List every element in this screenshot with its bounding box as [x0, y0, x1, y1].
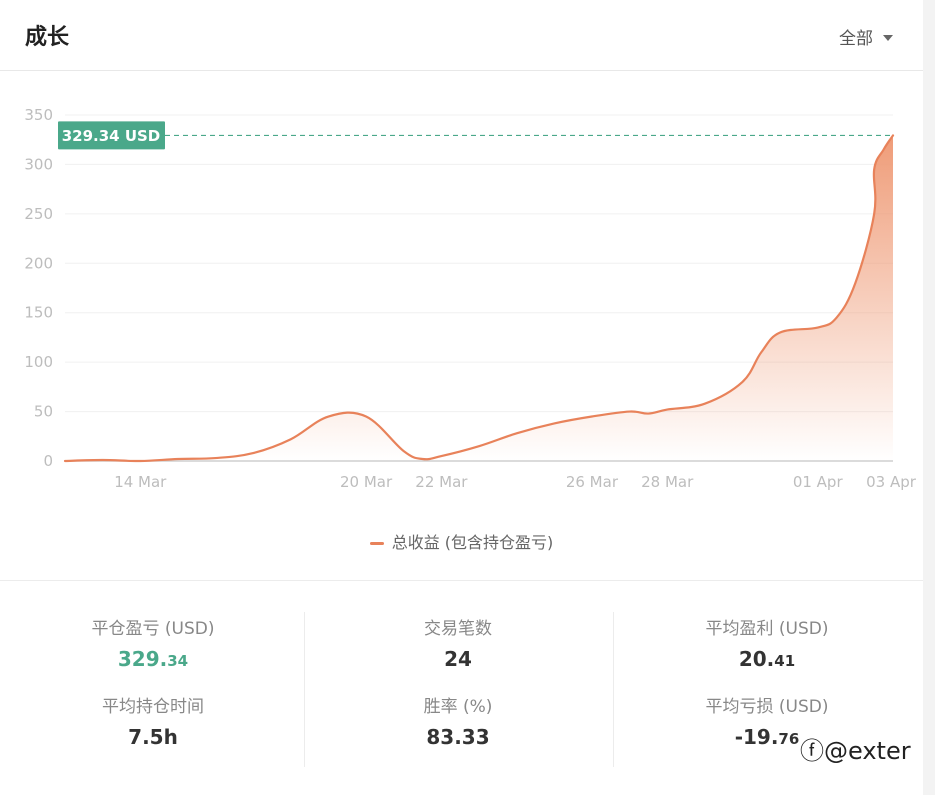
filter-label: 全部 — [839, 29, 873, 49]
stat-avg-hold: 平均持仓时间 7.5h — [0, 692, 306, 749]
y-tick-label: 300 — [24, 155, 53, 173]
y-tick-label: 0 — [43, 452, 53, 470]
page-title: 成长 — [25, 25, 70, 50]
x-axis: 14 Mar 20 Mar 22 Mar 26 Mar 28 Mar 01 Apr 03 A… — [114, 473, 917, 491]
stat-value-int: 20. — [738, 647, 775, 671]
stat-value-int: 329. — [117, 647, 168, 671]
series-area — [65, 135, 893, 462]
chart-legend[interactable]: 总收益 (包含持仓盈亏) — [0, 529, 923, 553]
x-tick-label: 28 Mar — [641, 473, 694, 491]
stats-column-3: 平均盈利 (USD) 20.41 平均亏损 (USD) -19.76 — [613, 612, 920, 767]
y-tick-label: 250 — [24, 205, 53, 223]
stat-label: 平均盈利 (USD) — [705, 619, 829, 639]
stat-value: 7.5h — [128, 725, 178, 749]
stat-label: 胜率 (%) — [423, 697, 493, 717]
legend-label: 总收益 (包含持仓盈亏) — [391, 533, 554, 552]
stat-value: 20.41 — [614, 647, 920, 671]
x-tick-label: 01 Apr — [793, 473, 844, 491]
y-axis: 0 50 100 150 200 250 300 350 — [24, 106, 53, 470]
stat-win-rate: 胜率 (%) 83.33 — [305, 692, 611, 749]
stat-label: 平均持仓时间 — [102, 697, 204, 717]
series-line — [63, 134, 895, 463]
divider — [0, 580, 923, 581]
y-tick-label: 50 — [34, 403, 53, 421]
stat-value-dec: 34 — [167, 652, 189, 670]
y-tick-label: 200 — [24, 254, 53, 272]
scrollbar[interactable] — [923, 0, 935, 795]
watermark-icon: ⓕ — [800, 737, 824, 765]
stat-label: 交易笔数 — [424, 619, 492, 639]
stats-column-2: 交易笔数 24 胜率 (%) 83.33 — [304, 612, 611, 767]
x-tick-label: 20 Mar — [340, 473, 393, 491]
watermark-text: @exter — [824, 737, 911, 765]
legend-swatch — [369, 542, 384, 545]
stat-value: 83.33 — [426, 725, 490, 749]
x-tick-label: 14 Mar — [114, 473, 167, 491]
last-value-label: 329.34 USD — [62, 127, 161, 145]
stat-value-int: -19. — [734, 725, 779, 749]
filter-dropdown[interactable]: 全部 — [839, 24, 893, 49]
panel-header: 成长 全部 — [0, 0, 923, 71]
caret-down-icon — [883, 34, 893, 41]
stat-value: 329.34 — [0, 647, 306, 671]
y-tick-label: 150 — [24, 304, 53, 322]
stat-trades: 交易笔数 24 — [305, 614, 611, 671]
last-value-tag: 329.34 USD — [58, 121, 165, 150]
x-tick-label: 26 Mar — [566, 473, 619, 491]
stat-value: -19.76 — [614, 725, 920, 749]
growth-chart: 0 50 100 150 200 250 300 350 14 Mar 20 Mar 22 Mar… — [24, 106, 917, 491]
stat-value-dec: 41 — [774, 652, 796, 670]
stat-avg-loss: 平均亏损 (USD) -19.76 — [614, 692, 920, 749]
watermark: ⓕ@exter — [800, 731, 911, 766]
stats-grid: 平仓盈亏 (USD) 329.34 平均持仓时间 7.5h 交易笔数 24 胜率… — [0, 612, 923, 767]
stat-value: 24 — [444, 647, 472, 671]
stat-label: 平仓盈亏 (USD) — [91, 619, 215, 639]
stat-closed-pnl: 平仓盈亏 (USD) 329.34 — [0, 614, 306, 671]
stat-avg-profit: 平均盈利 (USD) 20.41 — [614, 614, 920, 671]
x-tick-label: 22 Mar — [415, 473, 468, 491]
y-tick-label: 350 — [24, 106, 53, 124]
stat-label: 平均亏损 (USD) — [705, 697, 829, 717]
y-tick-label: 100 — [24, 353, 53, 371]
x-tick-label: 03 Apr — [866, 473, 917, 491]
stat-value-dec: 76 — [778, 730, 800, 748]
stats-column-1: 平仓盈亏 (USD) 329.34 平均持仓时间 7.5h — [0, 612, 306, 767]
